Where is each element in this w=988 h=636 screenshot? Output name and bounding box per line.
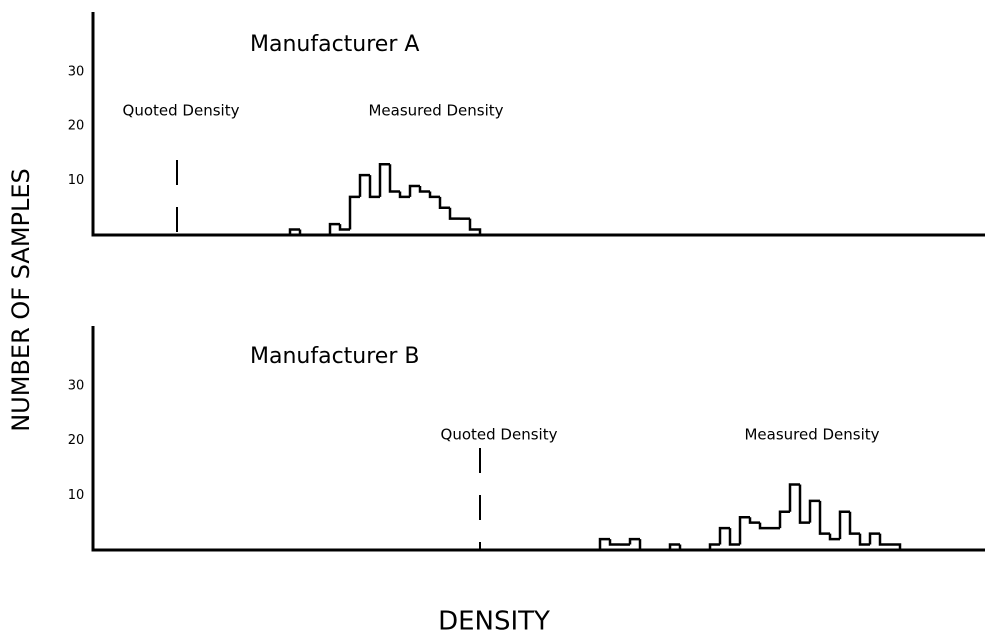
chart-title: Manufacturer A xyxy=(250,32,419,57)
y-tick-label: 10 xyxy=(68,488,85,503)
histogram-bin xyxy=(718,526,730,545)
annotation: Quoted Density xyxy=(123,102,240,120)
histogram-bin xyxy=(348,195,360,230)
histogram-bin xyxy=(858,533,870,546)
histogram-bin xyxy=(638,539,650,552)
histogram-bin xyxy=(358,173,370,197)
histogram-bin xyxy=(738,515,750,545)
histogram-bin xyxy=(678,544,690,552)
histogram-bin xyxy=(838,510,850,540)
histogram-bin xyxy=(668,543,680,550)
histogram-bin xyxy=(468,218,482,235)
annotation: Measured Density xyxy=(744,426,879,444)
histogram-bin xyxy=(368,175,380,199)
histogram-bin xyxy=(608,539,620,546)
histogram-bin xyxy=(708,543,720,550)
histogram-bin xyxy=(398,191,410,199)
histogram-bin xyxy=(418,186,430,193)
x-axis-label: DENSITY xyxy=(438,607,550,636)
histogram-bin xyxy=(788,483,800,512)
histogram-bin xyxy=(758,522,770,530)
chart-title: Manufacturer B xyxy=(250,344,419,369)
y-axis-label: NUMBER OF SAMPLES xyxy=(7,168,35,432)
histogram-bin xyxy=(778,510,790,529)
histogram-bin xyxy=(848,511,860,535)
histogram-bin xyxy=(288,228,300,235)
annotation: Measured Density xyxy=(368,102,503,120)
histogram-bin xyxy=(438,196,450,210)
histogram-bin xyxy=(408,184,420,197)
histogram-bin xyxy=(828,533,840,541)
histogram-bin xyxy=(298,229,310,237)
histogram-bin xyxy=(388,164,400,193)
histogram-bin xyxy=(378,163,390,197)
histogram-bin xyxy=(328,222,340,235)
y-tick-label: 10 xyxy=(68,173,85,188)
y-tick-label: 30 xyxy=(68,379,85,394)
y-tick-label: 20 xyxy=(68,119,85,134)
histogram-bin xyxy=(818,500,830,535)
histogram-bin xyxy=(428,191,440,199)
histogram-bin xyxy=(890,543,902,550)
histogram-bin xyxy=(808,499,820,523)
histogram-bin xyxy=(338,224,350,231)
histogram-bin xyxy=(448,207,460,220)
histogram-bin xyxy=(728,528,740,546)
histogram-bin xyxy=(748,517,760,524)
histogram-bin xyxy=(878,533,890,546)
y-tick-label: 20 xyxy=(68,433,85,448)
histogram-bin xyxy=(598,537,610,550)
y-tick-label: 30 xyxy=(68,64,85,79)
annotation: Quoted Density xyxy=(441,426,558,444)
histogram-bin xyxy=(628,537,640,545)
histogram-bin xyxy=(798,484,810,524)
histogram-bin xyxy=(868,532,880,545)
